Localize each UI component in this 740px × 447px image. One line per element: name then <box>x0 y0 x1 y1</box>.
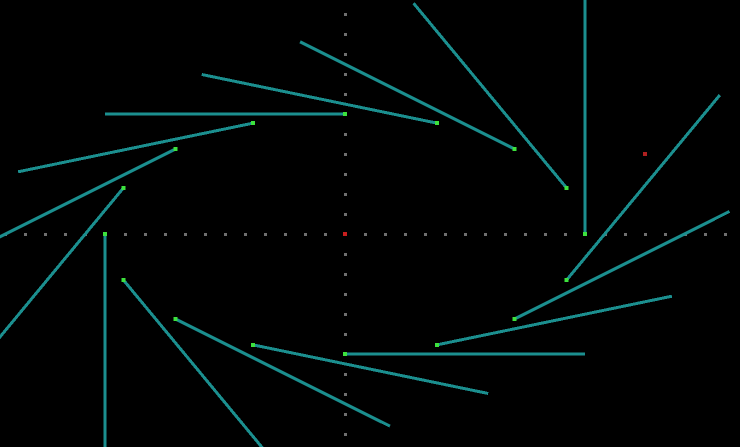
y-axis-dot <box>344 413 347 416</box>
x-axis-dot <box>64 233 67 236</box>
y-axis-dot <box>344 193 347 196</box>
x-axis-dot <box>184 233 187 236</box>
tangent-line <box>122 278 264 447</box>
tangent-line <box>412 2 568 190</box>
x-axis-dot <box>144 233 147 236</box>
x-axis-dot <box>484 233 487 236</box>
x-axis-dot <box>444 233 447 236</box>
x-axis-dot <box>364 233 367 236</box>
x-axis-dot <box>564 233 567 236</box>
ellipse-point <box>583 232 587 236</box>
y-axis-dot <box>344 153 347 156</box>
ellipse-point <box>343 112 347 116</box>
y-axis-dot <box>344 213 347 216</box>
x-axis-dot <box>224 233 227 236</box>
x-axis-dot <box>244 233 247 236</box>
x-axis-dot <box>384 233 387 236</box>
y-axis-dot <box>344 433 347 436</box>
y-axis-dot <box>344 313 347 316</box>
tangent-line <box>252 343 489 395</box>
ellipse-point <box>173 316 178 321</box>
x-axis-dot <box>164 233 167 236</box>
ellipse-point <box>343 352 347 356</box>
y-axis-dot <box>344 293 347 296</box>
x-axis-dot <box>304 233 307 236</box>
ellipse-point <box>512 316 517 321</box>
x-axis-dot <box>324 233 327 236</box>
x-axis-dot <box>404 233 407 236</box>
x-axis-dot <box>704 233 707 236</box>
ellipse-point <box>121 186 126 191</box>
tangent-line <box>0 147 176 239</box>
tangent-line <box>17 121 254 174</box>
y-axis-dot <box>344 93 347 96</box>
ellipse-point <box>564 277 569 282</box>
y-axis-dot <box>344 53 347 56</box>
y-axis-dot <box>344 373 347 376</box>
x-axis-dot <box>204 233 207 236</box>
x-axis-dot <box>424 233 427 236</box>
x-axis-dot <box>544 233 547 236</box>
x-axis-dot <box>524 233 527 236</box>
x-axis-dot <box>44 233 47 236</box>
tangent-line <box>0 187 125 340</box>
y-axis-dot <box>344 73 347 76</box>
ellipse-point <box>512 147 517 152</box>
ellipse-point <box>251 342 256 347</box>
y-axis-dot <box>344 273 347 276</box>
x-axis-dot <box>24 233 27 236</box>
x-axis-dot <box>664 233 667 236</box>
ellipse-points-layer <box>103 112 647 356</box>
y-axis-dot <box>344 333 347 336</box>
tangent-line <box>565 94 721 281</box>
ellipse-point <box>434 342 439 347</box>
y-axis-dot <box>344 173 347 176</box>
tangent-line <box>436 294 673 347</box>
x-axis-dot <box>724 233 727 236</box>
y-axis-dot <box>344 33 347 36</box>
ellipse-point <box>251 121 256 126</box>
x-axis-dot <box>124 233 127 236</box>
ellipse-point <box>173 147 178 152</box>
y-axis-dot <box>344 253 347 256</box>
tangent-line <box>299 40 516 151</box>
x-axis-dot <box>464 233 467 236</box>
tangent-line <box>514 210 731 321</box>
ellipse-point <box>434 121 439 126</box>
axes-layer <box>4 13 727 436</box>
x-axis-dot <box>284 233 287 236</box>
center-point <box>343 232 347 236</box>
y-axis-dot <box>344 393 347 396</box>
x-axis-dot <box>644 233 647 236</box>
y-axis-dot <box>344 13 347 16</box>
x-axis-dot <box>264 233 267 236</box>
y-axis-dot <box>344 133 347 136</box>
tangent-line <box>174 317 391 428</box>
ellipse-point <box>103 232 107 236</box>
x-axis-dot <box>504 233 507 236</box>
red-marker <box>643 152 647 156</box>
tangent-line <box>201 73 438 125</box>
x-axis-dot <box>624 233 627 236</box>
ellipse-point <box>121 277 126 282</box>
ellipse-point <box>564 186 569 191</box>
